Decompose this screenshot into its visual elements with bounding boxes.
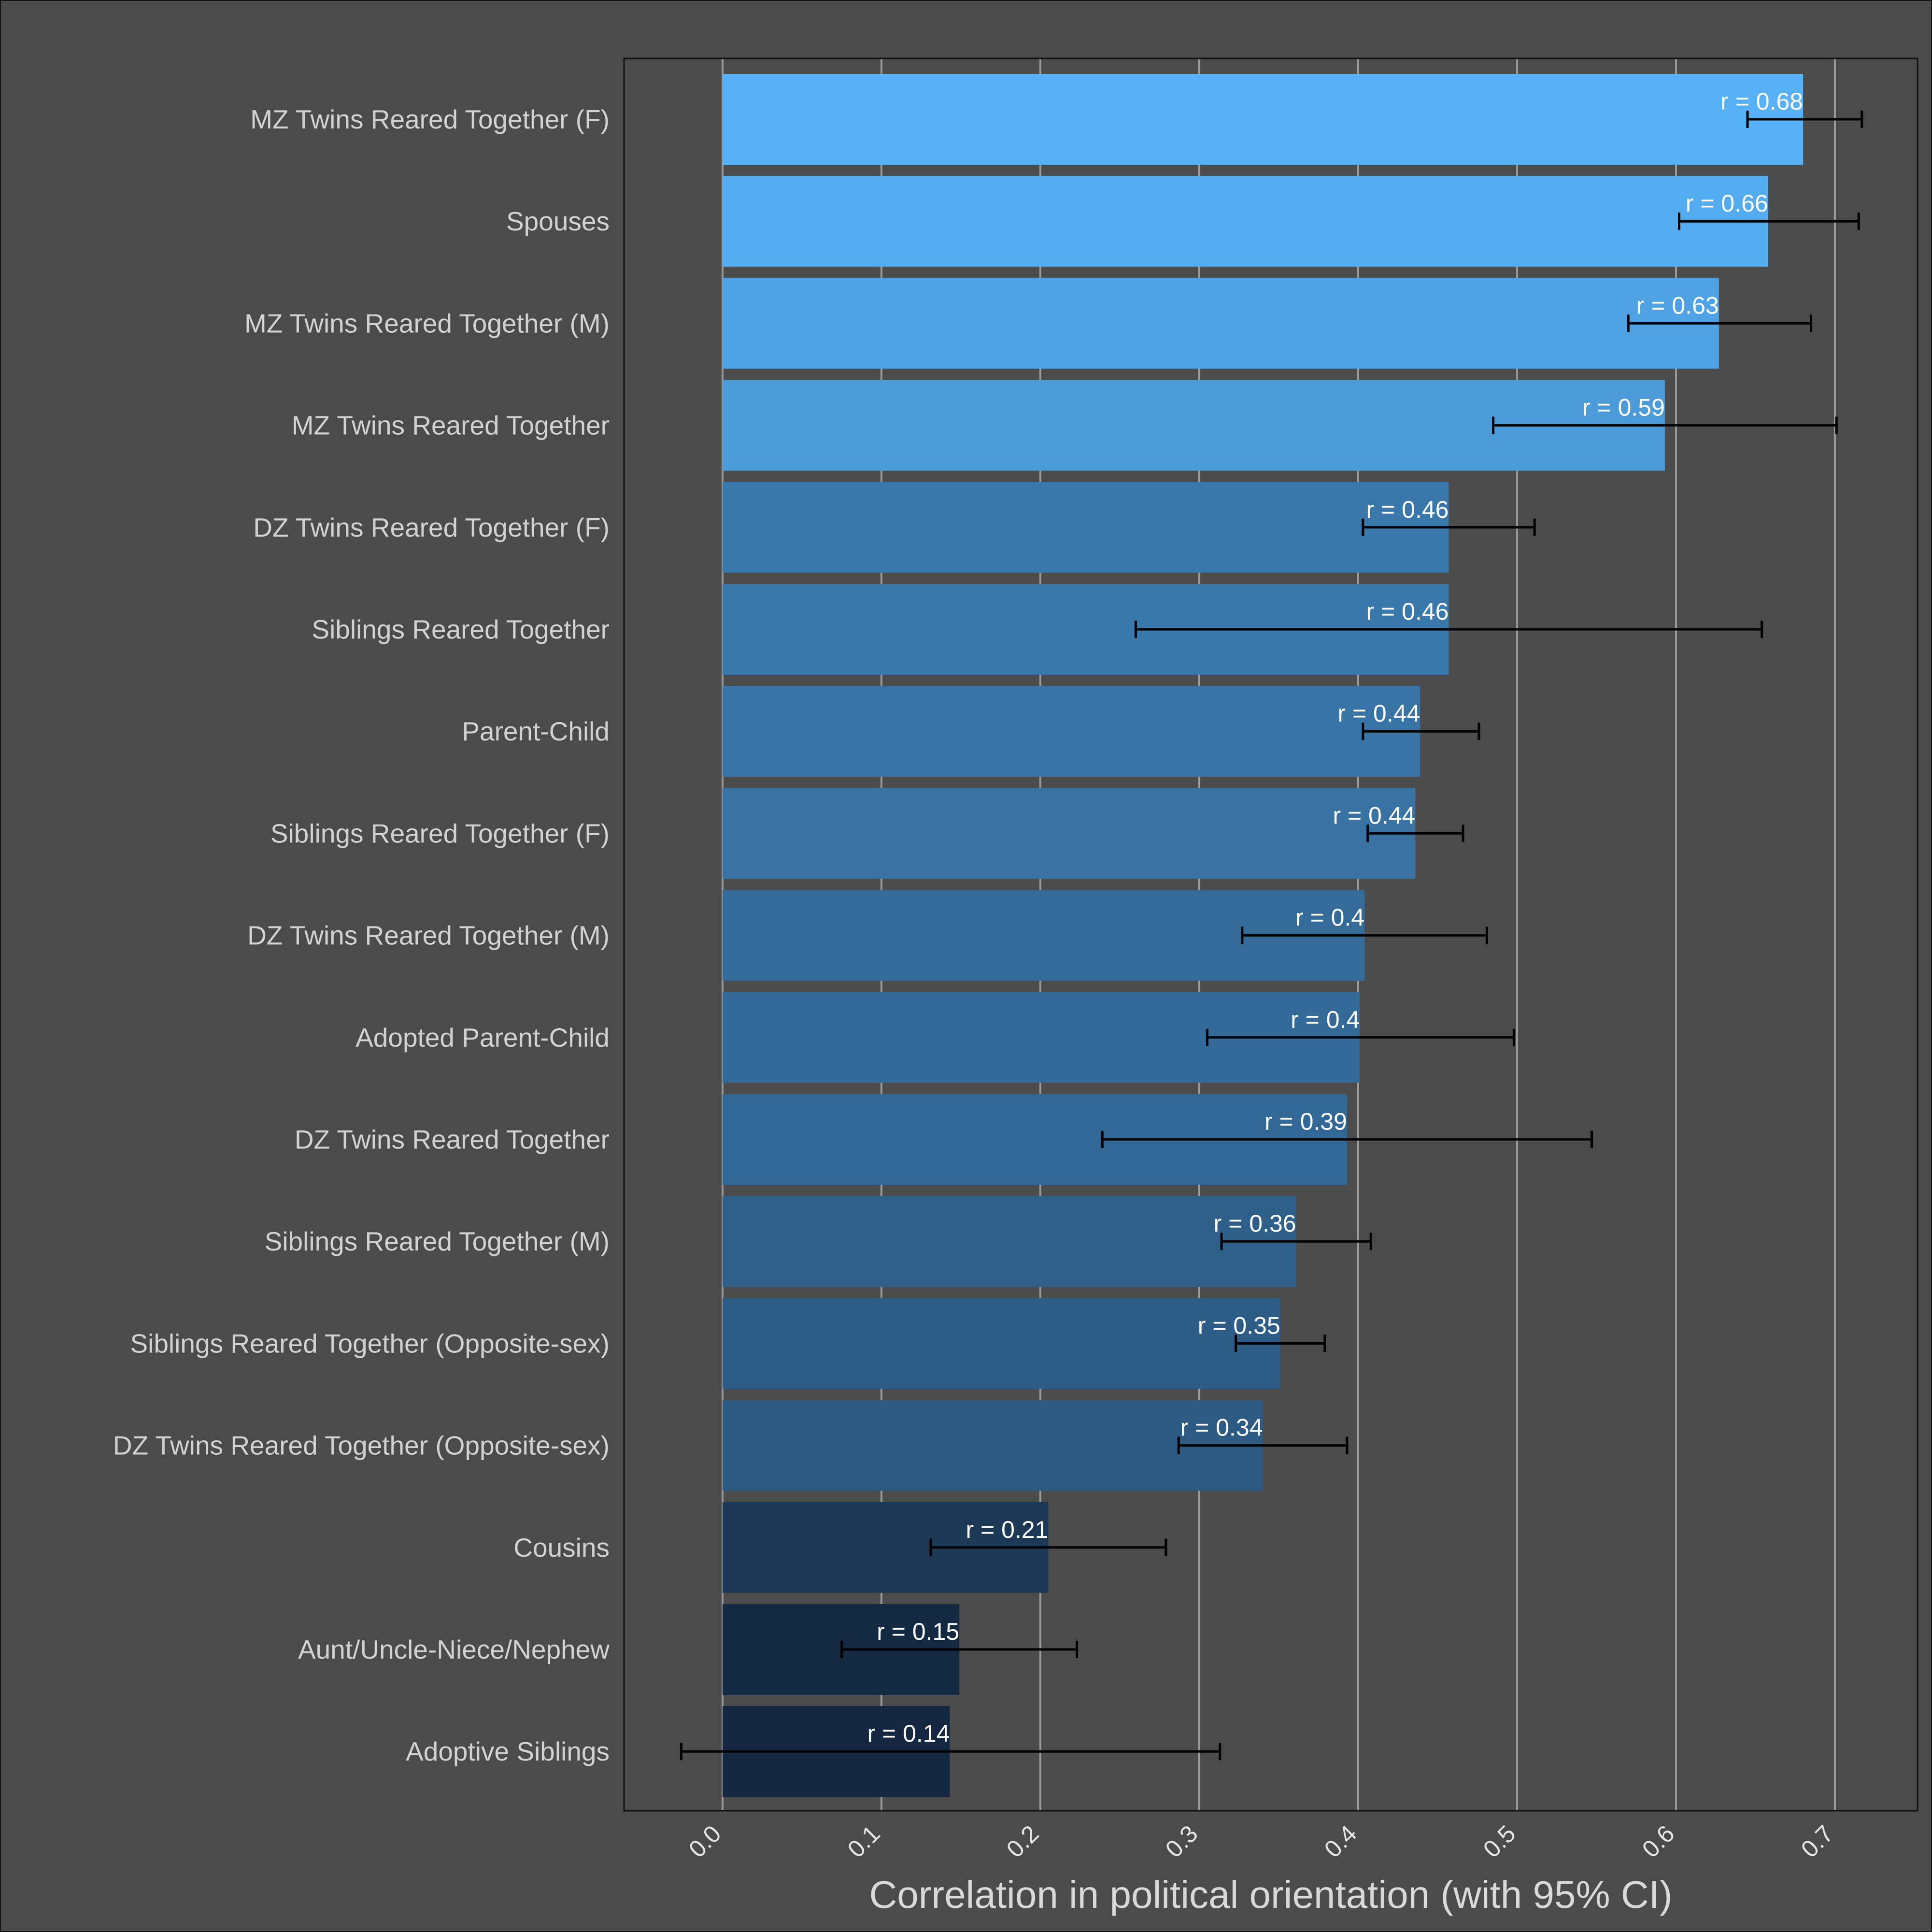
category-labels: MZ Twins Reared Together (F) Spouses MZ Tw…	[113, 104, 610, 1766]
data-label: r = 0.44	[1337, 700, 1420, 727]
category-label: Adoptive Siblings	[406, 1736, 610, 1766]
category-label: MZ Twins Reared Together (M)	[244, 308, 610, 338]
error-bar	[1101, 1131, 1593, 1148]
error-bar	[680, 1743, 1222, 1761]
error-bar	[1241, 926, 1488, 944]
data-label: r = 0.63	[1636, 292, 1719, 319]
data-label: r = 0.46	[1366, 496, 1449, 523]
category-label: Siblings Reared Together (M)	[265, 1226, 610, 1256]
error-bar	[1627, 314, 1813, 332]
error-bar	[1746, 111, 1863, 128]
error-bar	[1366, 824, 1464, 842]
error-bar	[1220, 1233, 1372, 1250]
bar	[722, 1400, 1263, 1491]
category-label: DZ Twins Reared Together (M)	[247, 921, 610, 951]
error-bars	[680, 111, 1863, 1761]
category-label: Cousins	[513, 1533, 610, 1563]
error-bar	[1362, 723, 1480, 740]
data-label: r = 0.44	[1333, 802, 1415, 829]
category-label: Spouses	[506, 206, 610, 236]
data-labels: r = 0.68 r = 0.66 r = 0.63 r = 0.59 r = 0.46…	[867, 88, 1803, 1747]
bar	[722, 176, 1768, 267]
error-bar	[1678, 213, 1860, 230]
category-label: Adopted Parent-Child	[355, 1023, 610, 1052]
plot-panel-border	[623, 57, 1918, 1812]
data-label: r = 0.59	[1582, 394, 1665, 421]
category-label: Parent-Child	[462, 716, 610, 746]
bar	[722, 686, 1421, 777]
bar	[722, 788, 1416, 879]
data-label: r = 0.4	[1295, 904, 1364, 931]
bar	[722, 278, 1719, 369]
category-label: Siblings Reared Together (Opposite-sex)	[130, 1328, 610, 1358]
data-label: r = 0.66	[1686, 190, 1768, 217]
category-label: MZ Twins Reared Together (F)	[250, 104, 610, 134]
error-bar	[1177, 1436, 1349, 1454]
data-label: r = 0.14	[867, 1720, 950, 1747]
error-bar	[1206, 1028, 1515, 1046]
error-bar	[1134, 621, 1763, 638]
data-label: r = 0.39	[1264, 1108, 1347, 1135]
data-label: r = 0.46	[1366, 598, 1449, 625]
data-label: r = 0.21	[966, 1516, 1048, 1543]
category-label: DZ Twins Reared Together	[295, 1124, 610, 1154]
bar	[722, 74, 1804, 165]
bar	[722, 1298, 1280, 1389]
error-bar	[1235, 1335, 1326, 1352]
error-bar	[1492, 416, 1838, 434]
category-label: Siblings Reared Together (F)	[270, 818, 610, 848]
data-label: r = 0.4	[1291, 1006, 1360, 1033]
category-label: DZ Twins Reared Together (F)	[253, 512, 610, 542]
bar	[722, 482, 1449, 573]
data-label: r = 0.68	[1720, 88, 1803, 115]
category-label: Aunt/Uncle-Niece/Nephew	[298, 1634, 610, 1664]
category-label: MZ Twins Reared Together	[292, 411, 610, 440]
category-label: Siblings Reared Together	[312, 614, 610, 644]
data-label: r = 0.35	[1198, 1312, 1280, 1339]
data-label: r = 0.36	[1214, 1210, 1296, 1237]
bar	[722, 1196, 1296, 1287]
error-bar	[840, 1641, 1079, 1658]
data-label: r = 0.34	[1180, 1414, 1263, 1441]
x-axis-title: Correlation in political orientation (wi…	[869, 1873, 1673, 1916]
data-label: r = 0.15	[877, 1618, 959, 1645]
category-label: DZ Twins Reared Together (Opposite-sex)	[113, 1431, 610, 1461]
error-bar	[1362, 518, 1536, 536]
error-bar	[929, 1538, 1167, 1556]
